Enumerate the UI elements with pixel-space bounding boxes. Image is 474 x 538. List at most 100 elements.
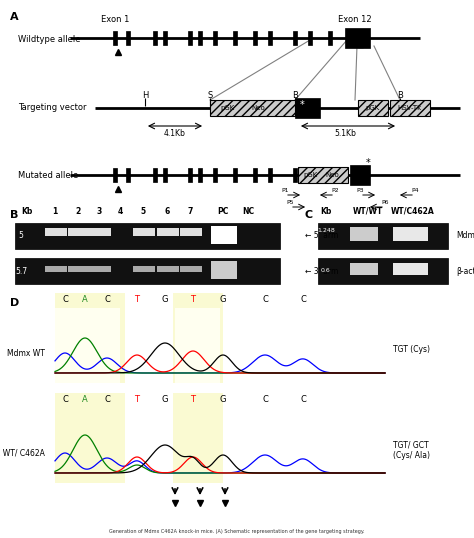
Text: 7: 7: [187, 207, 193, 216]
Bar: [295, 98, 320, 118]
Text: P6: P6: [381, 200, 389, 204]
Bar: [188, 168, 192, 182]
Text: Mdmx: Mdmx: [456, 231, 474, 240]
Text: Exon 1: Exon 1: [101, 16, 129, 25]
Text: C: C: [305, 210, 313, 220]
Text: 5.1Kb: 5.1Kb: [334, 130, 356, 138]
Text: Mutated allele: Mutated allele: [18, 171, 78, 180]
Bar: [345, 28, 370, 48]
Bar: [188, 31, 192, 45]
Text: Wildtype allele: Wildtype allele: [18, 36, 81, 45]
Bar: [55, 393, 125, 483]
Bar: [253, 31, 257, 45]
Text: pGK: pGK: [221, 105, 235, 111]
Bar: [55, 293, 125, 383]
Bar: [198, 31, 202, 45]
Text: Neo: Neo: [325, 172, 339, 178]
Text: TGT/ GCT: TGT/ GCT: [393, 441, 428, 450]
Bar: [133, 228, 155, 236]
Bar: [213, 168, 217, 182]
Bar: [358, 42, 363, 47]
Bar: [126, 168, 130, 182]
Text: 5.7: 5.7: [15, 266, 27, 275]
Bar: [55, 308, 120, 383]
Bar: [298, 167, 348, 183]
Text: C: C: [104, 395, 110, 405]
Text: C: C: [300, 295, 306, 305]
Bar: [358, 100, 388, 116]
Bar: [113, 31, 117, 45]
Text: T: T: [191, 395, 195, 405]
Bar: [133, 266, 155, 272]
Bar: [318, 223, 448, 249]
Text: C: C: [62, 295, 68, 305]
Text: P1: P1: [281, 188, 289, 193]
Text: B: B: [292, 91, 298, 101]
Bar: [211, 226, 237, 244]
Bar: [293, 168, 297, 182]
Text: C: C: [262, 395, 268, 405]
Bar: [173, 293, 223, 383]
Text: A: A: [10, 12, 18, 22]
Text: Kb: Kb: [21, 207, 33, 216]
Bar: [15, 223, 280, 249]
Text: Mdmx WT/ C462A: Mdmx WT/ C462A: [0, 449, 45, 457]
Text: P3: P3: [356, 188, 364, 193]
Text: 1.248: 1.248: [317, 229, 335, 233]
Bar: [180, 266, 202, 272]
Text: 4.1Kb: 4.1Kb: [164, 130, 186, 138]
Text: 4: 4: [118, 207, 123, 216]
Bar: [153, 168, 157, 182]
Text: TGT (Cys): TGT (Cys): [393, 345, 430, 355]
Text: 5: 5: [140, 207, 146, 216]
Text: Neo: Neo: [251, 105, 265, 111]
Bar: [153, 31, 157, 45]
Bar: [89, 228, 111, 236]
Text: P2: P2: [331, 188, 339, 193]
Bar: [318, 258, 448, 284]
Bar: [210, 100, 295, 116]
Bar: [328, 168, 332, 182]
Bar: [293, 31, 297, 45]
Bar: [308, 168, 312, 182]
Text: ← 3' arm: ← 3' arm: [305, 266, 338, 275]
Text: Kb: Kb: [320, 207, 332, 216]
Bar: [393, 227, 428, 241]
Text: P5: P5: [286, 200, 294, 204]
Text: A: A: [82, 395, 88, 405]
Text: *: *: [365, 158, 370, 168]
Text: C: C: [104, 295, 110, 305]
Bar: [328, 31, 332, 45]
Text: C: C: [62, 395, 68, 405]
Text: G: G: [220, 295, 226, 305]
Bar: [213, 31, 217, 45]
Bar: [157, 228, 179, 236]
Text: G: G: [220, 395, 226, 405]
Bar: [308, 31, 312, 45]
Text: H: H: [142, 91, 148, 101]
Bar: [233, 168, 237, 182]
Bar: [173, 393, 223, 483]
Bar: [126, 31, 130, 45]
Text: 3: 3: [96, 207, 101, 216]
Bar: [15, 258, 280, 284]
Text: (Cys/ Ala): (Cys/ Ala): [393, 450, 430, 459]
Bar: [45, 266, 67, 272]
Bar: [157, 266, 179, 272]
Bar: [393, 263, 428, 275]
Text: HSV-Tk: HSV-Tk: [398, 105, 422, 111]
Text: T: T: [135, 395, 139, 405]
Text: *: *: [300, 100, 304, 110]
Text: S: S: [207, 91, 213, 101]
Text: Targeting vector: Targeting vector: [18, 103, 86, 112]
Text: WT/WT: WT/WT: [353, 207, 383, 216]
Bar: [350, 165, 370, 185]
Bar: [163, 31, 167, 45]
Text: Mdmx WT: Mdmx WT: [7, 349, 45, 357]
Bar: [390, 100, 430, 116]
Text: β-actin: β-actin: [456, 266, 474, 275]
Bar: [211, 261, 237, 279]
Text: 0.6: 0.6: [321, 268, 331, 273]
Bar: [68, 228, 90, 236]
Text: G: G: [162, 395, 168, 405]
